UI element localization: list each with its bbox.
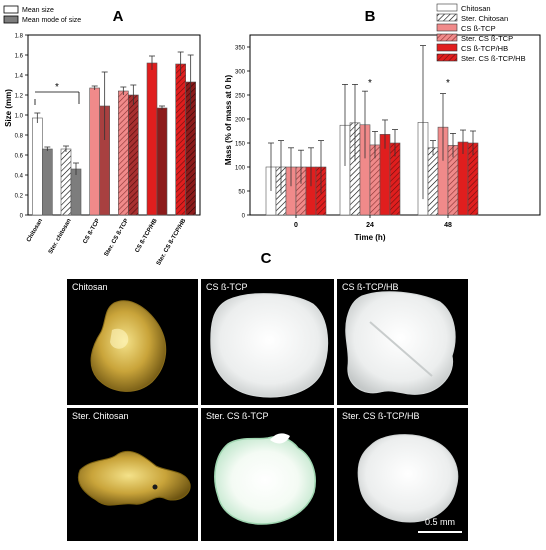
legend-swatch-b <box>436 23 458 32</box>
legend-swatch-mode-size <box>3 15 19 24</box>
photo-label: CS ß-TCP/HB <box>342 282 399 292</box>
panel-c-letter: C <box>261 250 272 267</box>
ster-chitosan-sample <box>78 450 191 506</box>
photo-ster-cs-tcp: Ster. CS ß-TCP <box>201 408 334 541</box>
panel-c-photos: C Chitosan CS ß-TCP CS ß-TCP/HB Ster. Ch <box>67 250 468 541</box>
bar-a-mode <box>128 94 139 216</box>
legend-label-b: CS ß-TCP/HB <box>461 44 508 53</box>
photo-ster-cs-tcp-hb: Ster. CS ß-TCP/HB 0.5 mm <box>337 408 468 541</box>
y-tick-label-b: 300 <box>235 70 246 76</box>
x-tick-label-a: Ster. CS ß-TCP <box>104 218 130 258</box>
bar-a-mean <box>175 63 186 216</box>
legend-swatch-b <box>436 33 458 42</box>
y-tick-label-b: 100 <box>235 166 246 172</box>
ster-cs-tcp-sample <box>214 436 316 525</box>
chitosan-sample <box>90 300 167 392</box>
sample-pore <box>152 484 158 490</box>
y-tick-label-a: 0.6 <box>15 154 24 160</box>
x-tick-label-b: 24 <box>366 222 374 229</box>
y-tick-label-a: 1.2 <box>15 94 24 100</box>
legend-swatch-b <box>436 53 458 62</box>
ster-cs-tcp-hb-sample <box>357 434 459 523</box>
photo-label: Ster. Chitosan <box>72 411 129 421</box>
bar-a-mean <box>32 117 43 216</box>
cs-tcp-hb-sample <box>345 291 456 395</box>
y-tick-label-a: 0.8 <box>15 134 24 140</box>
y-tick-label-b: 200 <box>235 118 246 124</box>
bar-a-mean <box>89 87 100 216</box>
bar-a-mode <box>70 168 82 216</box>
legend-swatch-b <box>436 43 458 52</box>
fold-line <box>369 321 433 377</box>
panel-a-chart: A Mean size Mean mode of size 0 0.2 0.4 0.6… <box>3 5 201 267</box>
legend-swatch-b <box>436 3 458 12</box>
y-tick-label-a: 0.4 <box>15 174 24 180</box>
x-tick-label-a: Ster. chitosan <box>48 218 73 255</box>
legend-label-b: Ster. CS ß-TCP/HB <box>461 54 526 63</box>
x-tick-label-a: Chitosan <box>26 218 44 244</box>
cs-tcp-sample <box>210 293 329 398</box>
photo-cs-tcp-hb: CS ß-TCP/HB <box>337 279 468 405</box>
bar-a-mode <box>42 148 53 216</box>
x-tick-label-b: 0 <box>294 222 298 229</box>
photo-label: Ster. CS ß-TCP/HB <box>342 411 420 421</box>
legend-label-mode-size: Mean mode of size <box>22 17 81 24</box>
significance-star-24h: * <box>368 78 372 89</box>
y-tick-label-a: 1.6 <box>15 54 24 60</box>
bar-a-mean <box>146 62 158 216</box>
photo-label: CS ß-TCP <box>206 282 248 292</box>
panel-b-y-axis-title: Mass (% of mass at 0 h) <box>224 75 233 166</box>
legend-label-b: Chitosan <box>461 4 491 13</box>
x-tick-label-a: CS ß-TCP <box>82 218 101 245</box>
y-tick-label-b: 0 <box>242 214 246 220</box>
photo-ster-chitosan: Ster. Chitosan <box>67 408 198 541</box>
panel-b-x-axis-title: Time (h) <box>355 233 386 242</box>
legend-label-mean-size: Mean size <box>22 7 54 14</box>
x-tick-label-a: Ster. CS ß-TCP/HB <box>156 217 188 266</box>
y-tick-label-b: 50 <box>238 190 245 196</box>
panel-a-letter: A <box>113 8 124 25</box>
y-tick-label-a: 1.0 <box>15 114 24 120</box>
scale-bar-label: 0.5 mm <box>425 517 455 527</box>
legend-label-b: Ster. Chitosan <box>461 14 508 23</box>
bar-a-mode <box>156 107 168 216</box>
y-tick-label-b: 350 <box>235 46 246 52</box>
sample-flap <box>270 433 290 444</box>
y-tick-label-a: 1.4 <box>15 74 24 80</box>
y-tick-label-b: 150 <box>235 142 246 148</box>
plot-frame-a <box>27 34 201 216</box>
photo-label: Chitosan <box>72 282 108 292</box>
photo-label: Ster. CS ß-TCP <box>206 411 269 421</box>
y-tick-label-a: 0 <box>20 214 24 220</box>
significance-star-48h: * <box>446 78 450 89</box>
legend-swatch-mean-size <box>3 5 19 14</box>
y-tick-label-a: 0.2 <box>15 194 24 200</box>
x-tick-label-b: 48 <box>444 222 452 229</box>
legend-swatch-b <box>436 13 458 22</box>
significance-star-a: * <box>55 82 59 93</box>
bar-a-mean <box>60 148 72 216</box>
legend-label-b: Ster. CS ß-TCP <box>461 34 513 43</box>
panel-a-y-axis-title: Size (mm) <box>4 89 13 127</box>
photo-chitosan: Chitosan <box>67 279 198 405</box>
photo-cs-tcp: CS ß-TCP <box>201 279 334 405</box>
panel-b-letter: B <box>365 8 376 25</box>
chitosan-highlight <box>110 328 129 349</box>
bar-b <box>427 147 439 216</box>
y-tick-label-b: 250 <box>235 94 246 100</box>
legend-label-b: CS ß-TCP <box>461 24 496 33</box>
y-tick-label-a: 1.8 <box>15 34 24 40</box>
bar-a-mean <box>118 90 129 216</box>
x-tick-label-a: CS ß-TCP/HB <box>135 217 160 253</box>
